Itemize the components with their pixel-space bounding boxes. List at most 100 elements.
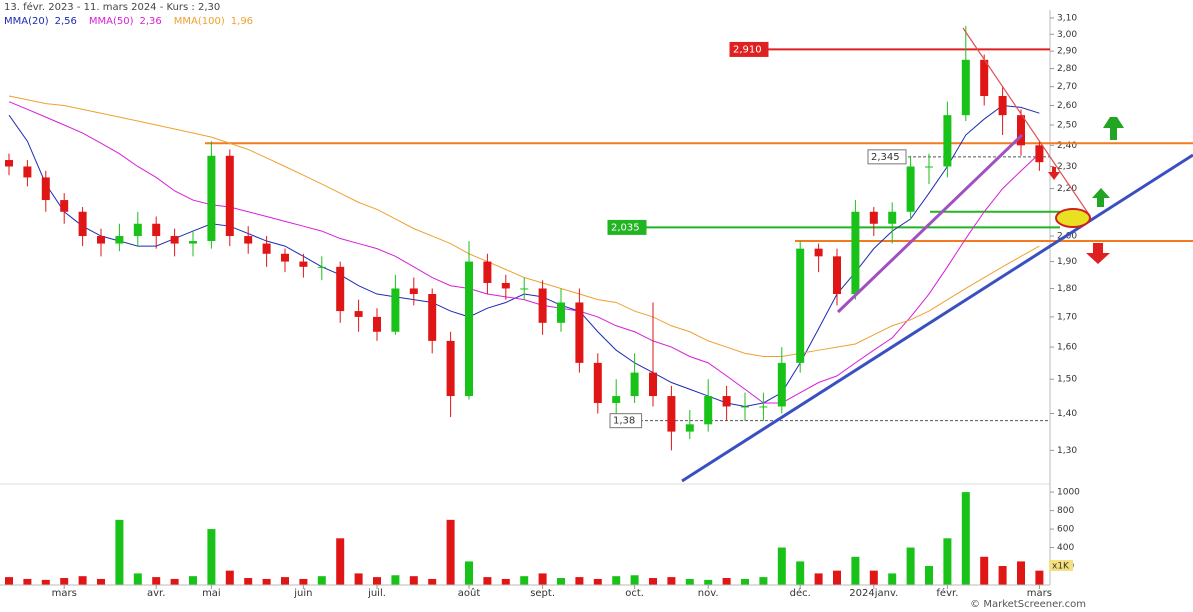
candle-body xyxy=(281,253,289,262)
volume-bar xyxy=(465,561,473,585)
candle-body xyxy=(78,211,87,237)
candle-body xyxy=(446,340,455,397)
y-tick-label: 2,30 xyxy=(1057,162,1077,172)
volume-bar xyxy=(961,492,970,585)
candle-body xyxy=(133,223,142,237)
volume-bar xyxy=(833,570,841,585)
candle-body xyxy=(557,302,565,323)
y-tick-label: 2,70 xyxy=(1057,82,1077,92)
x-tick-label: févr. xyxy=(936,587,958,599)
volume-bar xyxy=(60,578,69,585)
volume-bar xyxy=(704,579,713,585)
candle-body xyxy=(483,261,492,283)
y-tick-label: 2,60 xyxy=(1057,101,1077,111)
candle-body xyxy=(244,236,253,244)
candle-body xyxy=(520,288,529,290)
volume-bar xyxy=(649,578,657,585)
volume-bar xyxy=(207,529,216,585)
y-tick-label: 1,80 xyxy=(1057,284,1077,294)
volume-bar xyxy=(133,573,142,585)
chart-title: 13. févr. 2023 - 11. mars 2024 - Kurs : … xyxy=(4,1,220,13)
arrow-down xyxy=(1048,167,1060,180)
volume-bar xyxy=(41,579,50,585)
candle-body xyxy=(336,266,345,312)
x-tick-label: nov. xyxy=(698,588,719,599)
candle-body xyxy=(60,200,69,212)
y-tick-label: 2,50 xyxy=(1057,121,1077,131)
volume-bar xyxy=(759,577,768,585)
volume-bar xyxy=(722,578,731,585)
x-tick-label: juil. xyxy=(367,588,386,599)
volume-bar xyxy=(428,578,437,585)
volume-bar xyxy=(796,561,805,585)
volume-bar xyxy=(152,577,161,585)
trend-line xyxy=(836,133,1024,314)
legend-value: 2,56 xyxy=(55,16,77,27)
volume-bar xyxy=(888,573,897,585)
candle-body xyxy=(796,248,805,363)
legend-label: MMA(100) xyxy=(174,16,225,27)
candle-body xyxy=(667,396,676,432)
candle-body xyxy=(998,96,1007,116)
volume-bar xyxy=(943,538,952,585)
candle-body xyxy=(152,223,161,237)
y-tick-label: 1,40 xyxy=(1057,409,1077,419)
x-tick-label: juin xyxy=(293,588,312,599)
volume-bar xyxy=(78,576,87,585)
volume-bar xyxy=(1035,570,1044,585)
y-tick-label: 3,10 xyxy=(1057,13,1077,23)
volume-bar xyxy=(998,566,1007,585)
volume-bar xyxy=(925,566,933,585)
legend-value: 2,36 xyxy=(140,16,162,27)
volume-bar xyxy=(869,570,878,585)
y-tick-label: 1,30 xyxy=(1057,446,1077,456)
candle-body xyxy=(538,288,547,323)
y-tick-label: 1,70 xyxy=(1057,312,1077,322)
marker xyxy=(1055,208,1091,228)
candle-body xyxy=(262,243,271,254)
ma-line xyxy=(8,101,1040,404)
y-tick-label: 1,50 xyxy=(1057,375,1077,385)
candle-body xyxy=(833,256,841,295)
volume-bar xyxy=(299,578,308,585)
volume-bar xyxy=(262,578,271,585)
x-tick-label: sept. xyxy=(530,588,555,599)
candle-body xyxy=(649,372,657,397)
y-tick-label: 2,20 xyxy=(1057,184,1077,194)
legend-label: MMA(50) xyxy=(89,16,134,27)
volume-bar xyxy=(501,578,510,585)
level-label: 2,910 xyxy=(733,44,762,55)
volume-bar xyxy=(170,578,179,585)
y-tick-label: 2,80 xyxy=(1057,64,1077,74)
plot-layer: 3,10 3,00 2,90 2,80 2,70 2,60 2,50 2,40 2,30 2,20… xyxy=(4,13,1193,599)
volume-bar xyxy=(777,547,786,585)
volume-bar xyxy=(685,578,694,585)
candle-body xyxy=(741,406,749,408)
candle-body xyxy=(888,211,897,224)
candle-body xyxy=(299,261,308,267)
candle-body xyxy=(851,211,860,295)
candle-body xyxy=(97,236,105,244)
candle-body xyxy=(391,288,400,332)
volume-bar xyxy=(391,575,400,585)
candle-body xyxy=(814,248,823,257)
volume-bar xyxy=(1017,561,1025,585)
level-label: 2,035 xyxy=(611,222,640,233)
candle-body xyxy=(465,261,473,397)
y-tick-label: 600 xyxy=(1057,525,1074,535)
candle-body xyxy=(225,155,234,237)
volume-bar xyxy=(814,573,823,585)
candle-body xyxy=(704,396,713,425)
candle-body xyxy=(630,372,639,397)
level-label: 1,38 xyxy=(613,416,635,427)
unit-label: x1K xyxy=(1052,562,1070,572)
volume-bar xyxy=(483,577,492,585)
y-tick-label: 1000 xyxy=(1057,488,1080,498)
candle-body xyxy=(759,406,768,408)
x-tick-label: 2024janv. xyxy=(849,588,898,599)
candle-body xyxy=(980,59,989,97)
candle-body xyxy=(1035,145,1044,163)
volume-bar xyxy=(667,577,676,585)
candle-body xyxy=(722,396,731,407)
